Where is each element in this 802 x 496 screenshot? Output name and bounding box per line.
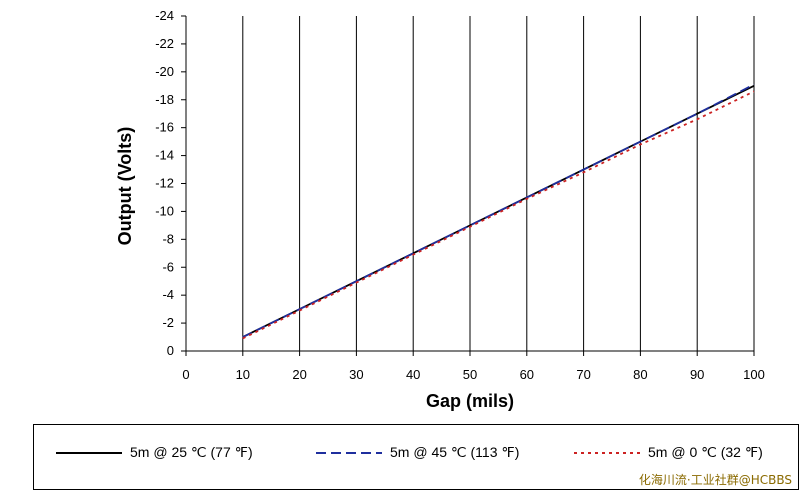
x-axis-title: Gap (mils) [426,391,514,411]
y-tick-label: -24 [155,8,174,23]
y-tick-label: -10 [155,203,174,218]
legend-item-1: 5m @ 25 ℃ (77 ℉) [56,444,253,461]
series-line-2 [242,83,755,338]
legend-item-3: 5m @ 0 ℃ (32 ℉) [574,444,763,461]
axes [181,15,755,356]
legend-swatch-1 [56,451,122,454]
legend-label-3: 5m @ 0 ℃ (32 ℉) [648,444,763,460]
x-tick-label: 40 [406,367,420,382]
y-axis-title: Output (Volts) [115,127,135,246]
series-line-3 [242,90,755,340]
x-tick-label: 60 [520,367,534,382]
x-tick-label: 20 [292,367,306,382]
y-tick-label: -4 [162,287,174,302]
legend-label-1: 5m @ 25 ℃ (77 ℉) [130,444,253,460]
y-tick-label: -2 [162,315,174,330]
legend: 5m @ 25 ℃ (77 ℉) 5m @ 45 ℃ (113 ℉) 5m @ … [33,424,799,490]
legend-swatch-3 [574,451,640,454]
x-tick-labels: 0 10 20 30 40 50 60 70 80 90 100 [182,367,764,382]
y-tick-label: -16 [155,120,174,135]
y-tick-label: -14 [155,148,174,163]
legend-label-2: 5m @ 45 ℃ (113 ℉) [390,444,520,460]
watermark: 化海川流·工业社群@HCBBS [638,473,792,487]
x-tick-label: 10 [236,367,250,382]
series-lines [242,83,755,340]
y-tick-label: -12 [155,176,174,191]
y-tick-label: -6 [162,259,174,274]
y-tick-label: -20 [155,64,174,79]
legend-swatch-2 [316,451,382,454]
x-tick-label: 80 [633,367,647,382]
x-tick-label: 30 [349,367,363,382]
y-tick-label: 0 [167,343,174,358]
y-tick-label: -22 [155,36,174,51]
y-tick-labels: 0 -2 -4 -6 -8 -10 -12 -14 -16 -18 -20 -22 -24 [155,8,174,358]
x-tick-label: 70 [576,367,590,382]
grid-lines [242,16,755,351]
x-tick-label: 100 [743,367,765,382]
chart: 0 10 20 30 40 50 60 70 80 90 100 0 -2 -4 -6 -8 -10 -12 -1… [115,8,765,411]
legend-item-2: 5m @ 45 ℃ (113 ℉) [316,444,519,461]
x-tick-label: 50 [463,367,477,382]
x-tick-label: 90 [690,367,704,382]
y-tick-label: -8 [162,231,174,246]
x-tick-label: 0 [182,367,189,382]
y-tick-label: -18 [155,92,174,107]
